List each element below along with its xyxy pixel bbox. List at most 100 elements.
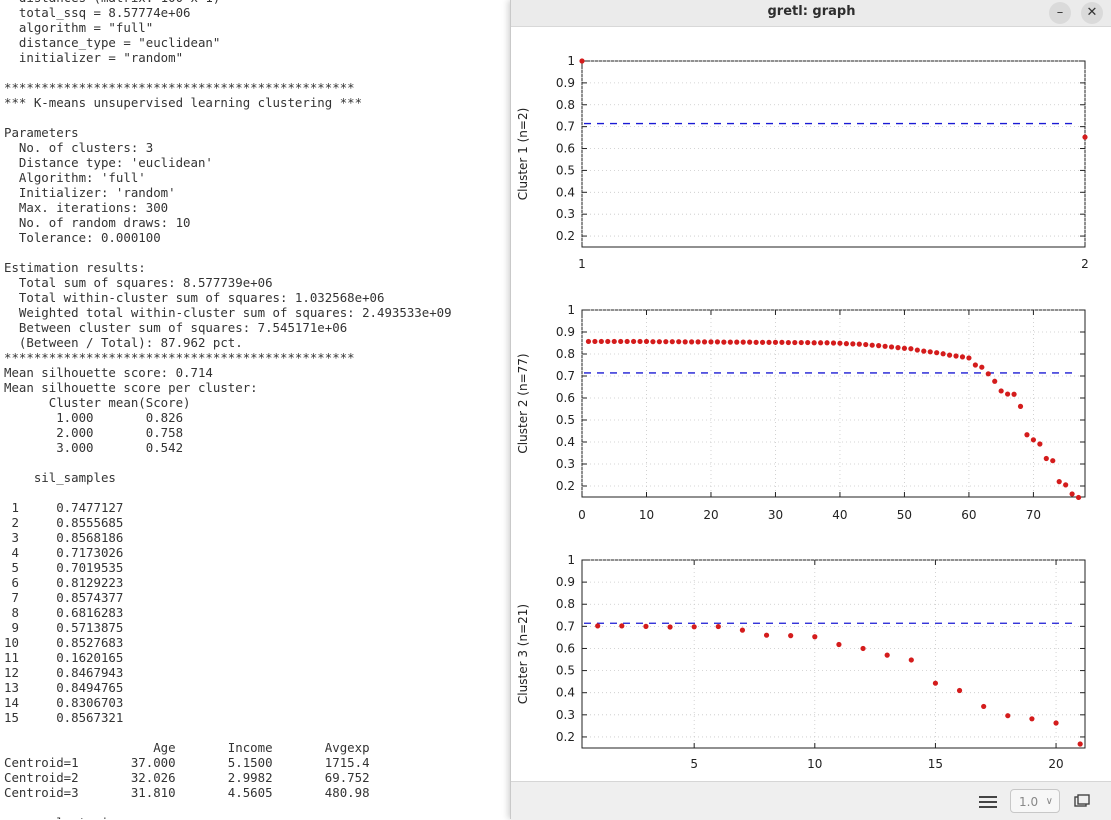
plot-frame-1 [581,60,1086,248]
data-point [1043,455,1049,462]
data-point [985,371,991,377]
x-tick-label: 10 [807,757,822,771]
y-tick-label: 0.7 [556,120,575,134]
data-point [579,58,585,64]
data-point [998,388,1004,394]
data-point [1075,494,1082,501]
data-point [972,362,978,368]
data-point [643,338,650,345]
data-point [981,703,987,710]
console-output: distances (matrix: 100 x 1) total_ssq = … [0,0,508,819]
data-point [1029,716,1035,722]
y-tick-label: 0.6 [556,142,575,156]
data-point [740,339,746,345]
data-point [1053,720,1059,726]
x-tick-label: 60 [961,508,976,522]
data-point [1005,713,1011,719]
data-point [876,343,882,349]
data-point [1077,741,1083,747]
data-point [637,338,643,345]
y-tick-label: 0.8 [556,98,575,112]
data-point [598,338,604,345]
data-point [860,645,866,652]
minimize-button[interactable]: – [1049,2,1071,24]
x-tick-label: 2 [1081,257,1089,271]
data-point [753,339,759,345]
data-point [884,652,890,658]
y-tick-label: 0.9 [556,325,575,339]
data-point [618,338,624,345]
data-point [888,344,895,350]
data-point [585,338,592,345]
close-button[interactable]: ✕ [1081,2,1103,24]
x-tick-label: 30 [768,508,783,522]
data-point [792,339,798,346]
data-point [895,345,901,351]
data-point [708,339,714,345]
data-point [779,339,785,345]
data-point [1050,458,1056,464]
data-point [656,339,662,345]
y-tick-label: 1 [567,553,575,567]
data-point [605,338,611,345]
data-point [766,339,772,345]
data-point [669,339,675,345]
data-point [927,349,933,355]
data-point [650,339,656,345]
x-tick-label: 40 [832,508,847,522]
data-point [772,339,779,345]
window-copy-icon[interactable] [1074,794,1090,808]
data-point [932,680,939,686]
y-tick-label: 0.3 [556,457,575,471]
data-point [798,339,804,346]
data-point [759,339,766,345]
x-tick-label: 0 [578,508,586,522]
data-point [592,338,598,345]
console-text: distances (matrix: 100 x 1) total_ssq = … [4,0,452,819]
data-point [1056,479,1062,485]
x-tick-label: 10 [639,508,654,522]
data-point [682,339,688,345]
hamburger-menu-icon[interactable] [979,793,997,809]
data-point [953,353,959,359]
data-point [763,632,770,638]
data-point [830,340,837,346]
x-tick-label: 20 [1048,757,1063,771]
data-point [908,657,914,663]
x-tick-label: 20 [703,508,718,522]
data-point [812,634,818,640]
data-point [701,339,708,345]
data-point [739,627,746,633]
silhouette-graph: 0.2 0.3 0.4 0.5 0.6 0.7 0.8 0.9 1 1 2 Cluster 1 (n=… [516,54,1089,771]
y-tick-label: 0.7 [556,369,575,383]
data-point [818,340,824,346]
data-point [934,350,940,356]
window-titlebar[interactable]: gretl: graph – ✕ [511,0,1111,27]
data-point [1005,391,1011,397]
data-point [630,338,637,345]
data-point [940,351,946,357]
x-tick-label: 70 [1026,508,1041,522]
y-tick-label: 0.8 [556,597,575,611]
data-point [843,341,849,347]
data-point [908,346,914,352]
data-point [715,623,721,630]
data-point [667,624,673,630]
x-tick-label: 5 [690,757,698,771]
data-point [1011,391,1017,397]
data-point [721,339,727,345]
data-point [914,347,920,353]
data-point [921,348,927,354]
data-point [856,341,862,347]
data-point [992,378,998,384]
data-point [714,339,721,345]
data-point [1017,403,1024,409]
data-point [1069,491,1075,497]
chevron-down-icon: ∨ [1045,796,1053,807]
y-tick-label: 0.2 [556,229,575,243]
minimize-icon: – [1056,5,1064,20]
data-point [727,339,733,345]
data-point [966,355,972,361]
y-tick-label: 0.4 [556,435,575,449]
zoom-select[interactable]: 1.0 ∨ [1010,789,1060,813]
